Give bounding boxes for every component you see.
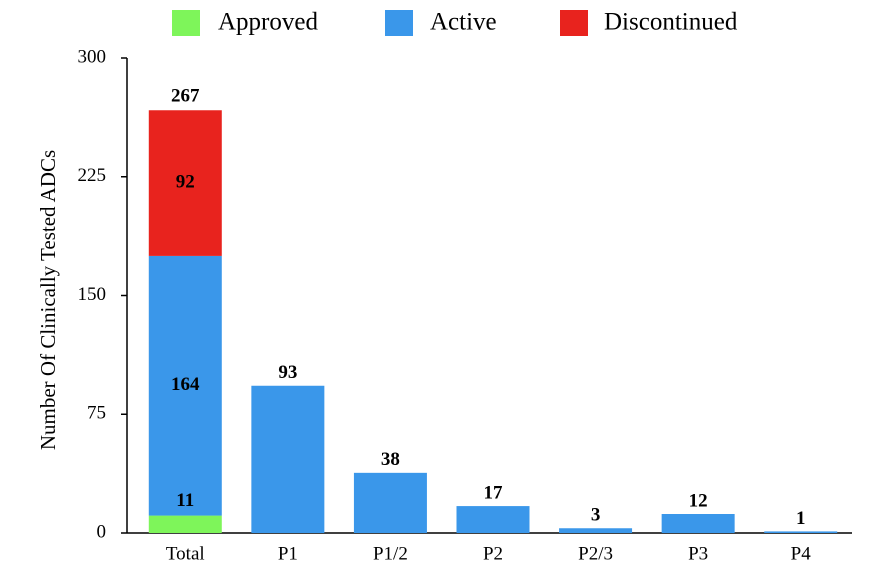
data-label: 17 xyxy=(484,482,504,503)
x-tick-label: P1/2 xyxy=(373,543,408,564)
legend-swatch xyxy=(560,10,588,36)
bar-segment xyxy=(764,531,838,533)
y-tick-label: 150 xyxy=(78,284,107,305)
data-label: 93 xyxy=(278,362,297,383)
x-tick-label: P4 xyxy=(791,543,812,564)
x-tick-label: P3 xyxy=(688,543,708,564)
data-label: 92 xyxy=(176,171,195,192)
data-label: 12 xyxy=(689,490,708,511)
legend-swatch xyxy=(172,10,200,36)
x-tick-label: P1 xyxy=(278,543,298,564)
bar-segment xyxy=(559,528,633,533)
x-tick-label: P2/3 xyxy=(578,543,613,564)
data-label: 1 xyxy=(796,508,806,529)
bar-segment xyxy=(251,385,325,533)
bar-segment xyxy=(148,110,222,256)
data-label: 164 xyxy=(171,374,200,395)
bar-segment xyxy=(353,472,427,533)
y-tick-label: 225 xyxy=(78,165,107,186)
data-label: 38 xyxy=(381,449,400,470)
data-label: 11 xyxy=(176,490,194,511)
legend-label: Active xyxy=(430,9,497,36)
total-label: 267 xyxy=(171,86,200,107)
y-tick-label: 0 xyxy=(97,521,107,542)
legend-label: Approved xyxy=(218,9,318,36)
legend-label: Discontinued xyxy=(604,9,738,36)
y-axis-title: Number Of Clinically Tested ADCs xyxy=(36,150,60,450)
bar-segment xyxy=(148,515,222,533)
x-tick-label: P2 xyxy=(483,543,503,564)
y-tick-label: 75 xyxy=(87,403,106,424)
legend-swatch xyxy=(385,10,413,36)
bar-segment xyxy=(148,255,222,516)
bar-segment xyxy=(456,506,530,533)
bar-segment xyxy=(661,514,735,533)
y-tick-label: 300 xyxy=(78,46,107,67)
x-tick-label: Total xyxy=(166,543,205,564)
data-label: 3 xyxy=(591,505,601,526)
